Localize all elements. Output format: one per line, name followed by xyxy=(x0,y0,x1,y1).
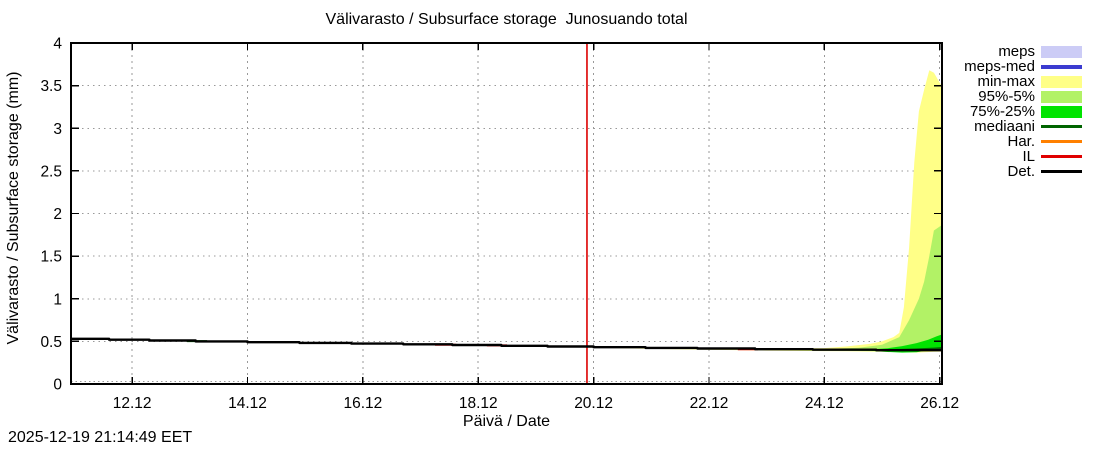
legend: meps meps-med min-max 95%-5% 75%-25% mediaani… xyxy=(964,44,1082,179)
legend-swatch-band xyxy=(1041,75,1082,88)
legend-label: Det. xyxy=(1007,163,1035,180)
line-Det. xyxy=(71,337,943,352)
legend-item-meps: meps xyxy=(998,44,1082,59)
y-tick-label: 3.5 xyxy=(40,78,62,95)
legend-item-95-5-: 95%-5% xyxy=(978,89,1082,104)
legend-item-mediaani: mediaani xyxy=(974,119,1082,134)
x-tick-label: 12.12 xyxy=(113,395,152,412)
y-tick-label: 0.5 xyxy=(40,334,62,351)
legend-label: mediaani xyxy=(974,118,1035,135)
legend-swatch-line xyxy=(1041,155,1082,158)
chart-title: Välivarasto / Subsurface storage Junosua… xyxy=(325,11,688,28)
x-tick-label: 26.12 xyxy=(920,395,959,412)
legend-swatch-line xyxy=(1041,170,1082,173)
y-tick-label: 3 xyxy=(53,121,62,138)
y-tick-label: 0 xyxy=(53,377,62,394)
y-tick-label: 4 xyxy=(53,36,62,53)
legend-label: IL xyxy=(1022,148,1035,165)
legend-label: Har. xyxy=(1007,133,1035,150)
legend-label: 75%-25% xyxy=(969,103,1035,120)
band-95%-5% xyxy=(587,225,942,352)
legend-item-det-: Det. xyxy=(1007,164,1082,179)
legend-swatch-band xyxy=(1041,105,1082,118)
legend-swatch-line xyxy=(1041,125,1082,128)
x-tick-label: 20.12 xyxy=(574,395,613,412)
plot-timestamp: 2025-12-19 21:14:49 EET xyxy=(8,429,193,446)
legend-item-meps-med: meps-med xyxy=(964,59,1082,74)
legend-label: min-max xyxy=(977,73,1035,90)
band-min-max xyxy=(587,70,942,353)
legend-swatch-band xyxy=(1041,45,1082,58)
legend-label: meps xyxy=(998,43,1035,60)
x-tick-label: 14.12 xyxy=(228,395,267,412)
legend-item-min-max: min-max xyxy=(977,74,1082,89)
x-tick-label: 24.12 xyxy=(805,395,844,412)
legend-swatch-band xyxy=(1041,90,1082,103)
legend-label: meps-med xyxy=(964,58,1035,75)
legend-item-75-25-: 75%-25% xyxy=(970,104,1082,119)
y-tick-label: 1.5 xyxy=(40,249,62,266)
x-tick-label: 18.12 xyxy=(459,395,498,412)
legend-label: 95%-5% xyxy=(978,88,1035,105)
y-tick-label: 1 xyxy=(53,291,62,308)
x-tick-label: 16.12 xyxy=(343,395,382,412)
legend-item-har-: Har. xyxy=(1007,134,1082,149)
legend-swatch-line xyxy=(1041,140,1082,143)
x-axis-label: Päivä / Date xyxy=(462,413,551,430)
legend-item-il: IL xyxy=(1022,149,1082,164)
x-tick-label: 22.12 xyxy=(690,395,729,412)
y-tick-label: 2 xyxy=(53,206,62,223)
y-tick-label: 2.5 xyxy=(40,163,62,180)
legend-swatch-line xyxy=(1041,64,1082,69)
